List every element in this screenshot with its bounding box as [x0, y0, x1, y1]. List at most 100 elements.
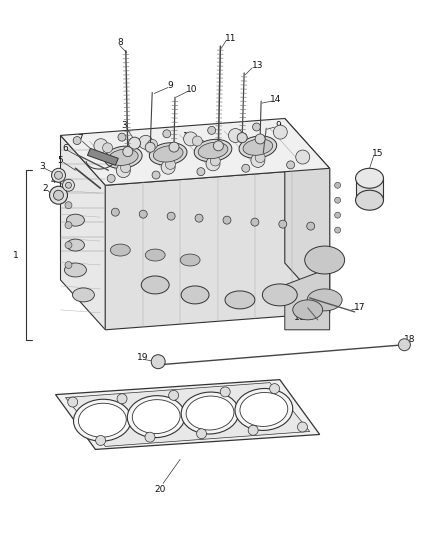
Circle shape: [251, 154, 265, 167]
Circle shape: [166, 159, 175, 169]
Text: 9: 9: [276, 120, 281, 130]
Circle shape: [152, 171, 160, 179]
Polygon shape: [66, 383, 310, 447]
Text: 14: 14: [270, 94, 282, 103]
Circle shape: [107, 174, 115, 182]
Circle shape: [270, 384, 279, 393]
Circle shape: [229, 128, 242, 142]
Circle shape: [399, 339, 410, 351]
Circle shape: [68, 397, 78, 407]
Text: 7: 7: [78, 134, 83, 143]
Ellipse shape: [186, 396, 234, 430]
Circle shape: [169, 390, 179, 400]
Ellipse shape: [198, 142, 228, 159]
Circle shape: [111, 208, 119, 216]
Ellipse shape: [243, 139, 273, 155]
Circle shape: [335, 182, 341, 188]
Text: 16: 16: [294, 313, 305, 322]
Circle shape: [167, 212, 175, 220]
Ellipse shape: [240, 392, 288, 426]
Ellipse shape: [305, 246, 345, 274]
Text: 3: 3: [122, 120, 127, 130]
Circle shape: [279, 220, 287, 228]
Text: 20: 20: [155, 485, 166, 494]
Circle shape: [206, 157, 220, 171]
Text: 8: 8: [117, 38, 123, 47]
Text: 17: 17: [354, 303, 365, 312]
Ellipse shape: [180, 254, 200, 266]
Polygon shape: [88, 148, 118, 165]
Ellipse shape: [181, 392, 239, 434]
Ellipse shape: [67, 214, 85, 226]
Ellipse shape: [235, 389, 293, 431]
Circle shape: [197, 429, 207, 439]
Ellipse shape: [194, 139, 232, 161]
Circle shape: [248, 425, 258, 435]
Ellipse shape: [105, 146, 142, 168]
Circle shape: [123, 147, 133, 157]
Circle shape: [184, 132, 198, 146]
Circle shape: [296, 150, 310, 164]
Circle shape: [307, 222, 314, 230]
Circle shape: [117, 164, 130, 177]
Circle shape: [145, 142, 155, 152]
Circle shape: [163, 130, 171, 138]
Circle shape: [139, 135, 153, 149]
Circle shape: [65, 262, 72, 269]
Circle shape: [94, 139, 108, 152]
Circle shape: [118, 133, 126, 141]
Circle shape: [237, 133, 247, 143]
Circle shape: [242, 164, 250, 172]
Circle shape: [197, 168, 205, 176]
Circle shape: [192, 136, 202, 146]
Circle shape: [213, 141, 223, 151]
Circle shape: [273, 125, 287, 139]
Circle shape: [335, 197, 341, 203]
Circle shape: [73, 136, 81, 144]
Text: 11: 11: [225, 34, 236, 43]
Text: 19: 19: [137, 353, 148, 362]
Circle shape: [54, 171, 63, 179]
Circle shape: [255, 152, 265, 163]
Ellipse shape: [72, 288, 95, 302]
Circle shape: [335, 212, 341, 218]
Text: 5: 5: [58, 156, 64, 165]
Text: 18: 18: [404, 335, 415, 344]
Text: 6: 6: [63, 144, 68, 153]
Text: 3: 3: [40, 162, 46, 171]
Ellipse shape: [307, 289, 342, 311]
Polygon shape: [356, 178, 384, 200]
Circle shape: [210, 156, 220, 166]
Ellipse shape: [239, 136, 277, 158]
Circle shape: [335, 227, 341, 233]
Text: 13: 13: [252, 61, 264, 70]
Polygon shape: [285, 268, 330, 330]
Text: 15: 15: [372, 149, 383, 158]
Ellipse shape: [109, 149, 138, 165]
Text: 10: 10: [186, 85, 198, 94]
Ellipse shape: [145, 249, 165, 261]
Circle shape: [65, 222, 72, 229]
Ellipse shape: [356, 168, 384, 188]
Circle shape: [286, 161, 295, 169]
Polygon shape: [60, 135, 106, 330]
Circle shape: [139, 210, 147, 218]
Circle shape: [65, 241, 72, 248]
Text: 9: 9: [167, 81, 173, 90]
Circle shape: [208, 126, 215, 134]
Circle shape: [63, 179, 74, 191]
Circle shape: [53, 190, 64, 200]
Polygon shape: [60, 118, 330, 185]
Circle shape: [251, 218, 259, 226]
Polygon shape: [56, 379, 320, 449]
Circle shape: [255, 134, 265, 144]
Ellipse shape: [78, 403, 126, 437]
Ellipse shape: [225, 291, 255, 309]
Circle shape: [237, 133, 247, 143]
Circle shape: [95, 435, 106, 446]
Circle shape: [195, 214, 203, 222]
Ellipse shape: [67, 239, 85, 251]
Polygon shape: [285, 118, 330, 313]
Circle shape: [49, 186, 67, 204]
Ellipse shape: [149, 143, 187, 165]
